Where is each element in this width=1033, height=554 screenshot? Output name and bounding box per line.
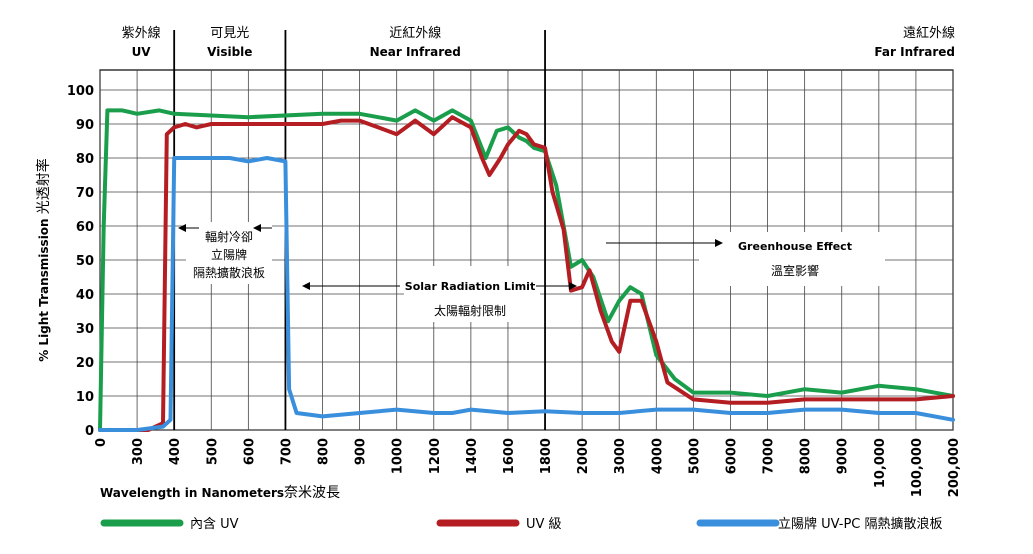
x-tick-label: 200,000: [947, 438, 962, 497]
annotation-greenhouse-en: Greenhouse Effect: [738, 240, 852, 253]
y-tick-label: 60: [76, 220, 94, 235]
x-tick-label: 1200: [428, 438, 443, 474]
annotation-greenhouse-cn: 溫室影響: [771, 263, 819, 278]
region-label-en: Far Infrared: [874, 45, 955, 59]
x-tick-label: 1000: [391, 438, 406, 474]
legend-label-1: 內含 UV: [190, 516, 239, 532]
x-tick-label: 4000: [650, 438, 665, 474]
x-tick-label: 300: [131, 438, 146, 465]
y-tick-label: 50: [76, 254, 94, 269]
region-label-en: Near Infrared: [370, 45, 461, 59]
y-tick-label: 70: [76, 186, 94, 201]
annotation-cooling-2: 立陽牌: [211, 247, 247, 262]
region-label-cn: 可見光: [210, 26, 249, 41]
x-axis-label-en: Wavelength in Nanometers: [100, 486, 284, 500]
y-tick-label: 80: [76, 152, 94, 167]
x-tick-label: 10,000: [873, 438, 888, 488]
annotation-cooling-1: 輻射冷卻: [205, 229, 253, 244]
region-label-en: UV: [132, 45, 152, 59]
series-line-3: [98, 156, 955, 432]
x-tick-label: 6000: [724, 438, 739, 474]
x-tick-label: 1400: [465, 438, 480, 474]
y-tick-label: 30: [76, 322, 94, 337]
x-tick-label: 9000: [836, 438, 851, 474]
annotation-solar-en: Solar Radiation Limit: [405, 280, 535, 293]
annotation-box-greenhouse: [699, 232, 885, 286]
x-tick-label: 0: [94, 438, 109, 447]
legend-label-2: UV 級: [526, 517, 562, 532]
series-line-2: [98, 115, 955, 432]
x-tick-label: 600: [242, 438, 257, 465]
x-tick-label: 400: [168, 438, 183, 465]
x-tick-label: 700: [279, 438, 294, 465]
y-axis-label-en: % Light Transmission: [37, 214, 51, 362]
y-tick-label: 0: [85, 424, 94, 439]
region-label-cn: 紫外線: [122, 25, 161, 41]
y-tick-label: 20: [76, 356, 94, 371]
x-tick-label: 1600: [502, 438, 517, 474]
region-label-en: Visible: [207, 45, 252, 59]
x-tick-label: 2000: [576, 438, 591, 474]
y-tick-label: 40: [76, 288, 94, 303]
annotation-box-cooling: [186, 222, 272, 284]
y-axis-label-cn: 光透射率: [35, 158, 52, 214]
region-label-cn: 近紅外線: [389, 25, 441, 41]
x-tick-label: 1800: [539, 438, 554, 474]
x-tick-label: 500: [205, 438, 220, 465]
region-label-cn: 遠紅外線: [903, 25, 955, 41]
x-tick-label: 8000: [799, 438, 814, 474]
legend-label-3: 立陽牌 UV-PC 隔熱擴散浪板: [778, 516, 943, 532]
x-tick-label: 7000: [762, 438, 777, 474]
y-tick-label: 100: [67, 84, 94, 99]
x-tick-label: 5000: [687, 438, 702, 474]
y-axis-label: % Light Transmission 光透射率: [35, 158, 52, 362]
x-tick-label: 900: [354, 438, 369, 465]
x-tick-label: 800: [317, 438, 332, 465]
series-line-1: [98, 108, 955, 432]
annotation-solar-cn: 太陽輻射限制: [434, 303, 506, 318]
annotation-box-solar: [404, 266, 540, 322]
y-tick-label: 10: [76, 390, 94, 405]
x-axis-label-cn: 奈米波長: [284, 485, 340, 501]
y-tick-label: 90: [76, 118, 94, 133]
x-tick-label: 100,000: [910, 438, 925, 497]
annotation-cooling-3: 隔熱擴散浪板: [193, 265, 265, 280]
x-tick-label: 3000: [613, 438, 628, 474]
